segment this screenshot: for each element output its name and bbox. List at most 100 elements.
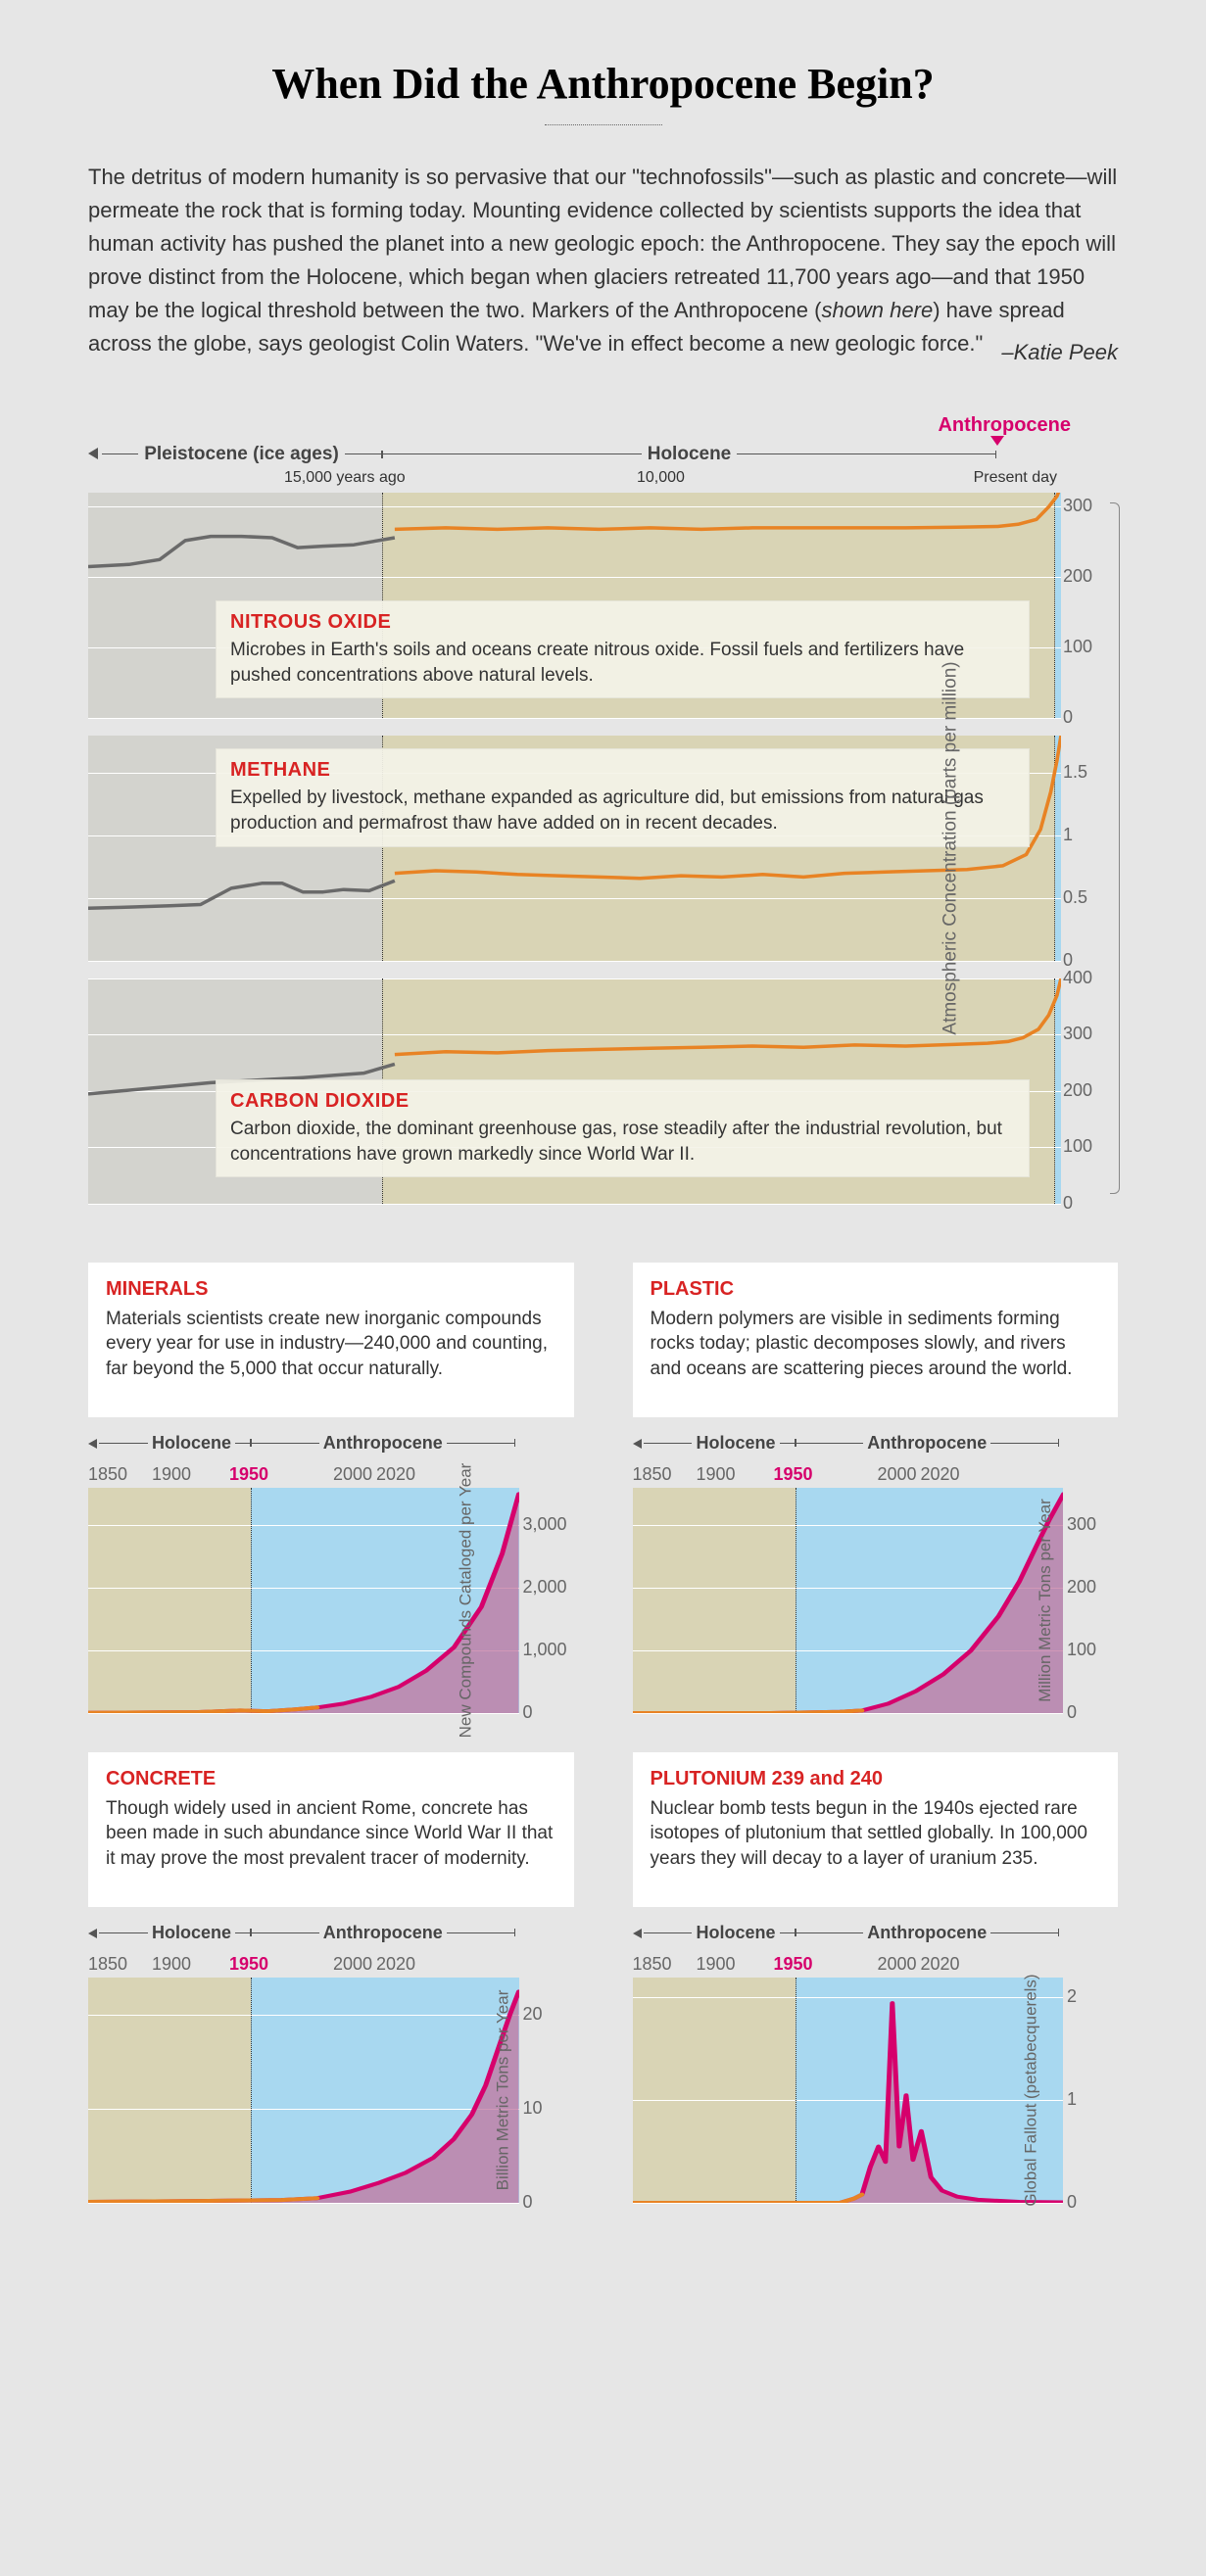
small-chart-plutonium: PLUTONIUM 239 and 240 Nuclear bomb tests…: [633, 1752, 1119, 2203]
x-tick: 1900: [697, 1464, 736, 1485]
y-axis-label: Billion Metric Tons per Year: [493, 1989, 512, 2190]
y-axis-label: Million Metric Tons per Year: [1036, 1499, 1055, 1702]
small-epoch-bar: Holocene Anthropocene: [633, 1433, 1119, 1462]
x-tick: 1850: [633, 1464, 672, 1485]
pleistocene-bar: Pleistocene (ice ages): [88, 444, 382, 465]
y-tick-label: 300: [1067, 1514, 1118, 1535]
small-plot: 01020 Billion Metric Tons per Year: [88, 1978, 574, 2203]
text-box: PLASTIC Modern polymers are visible in s…: [633, 1263, 1119, 1417]
x-tick: 2020: [376, 1464, 415, 1485]
chart-caption-co2: CARBON DIOXIDE Carbon dioxide, the domin…: [216, 1079, 1030, 1177]
chart-caption-ch4: METHANE Expelled by livestock, methane e…: [216, 748, 1030, 846]
y-tick-label: 0: [1063, 1193, 1118, 1214]
y-tick-label: 1,000: [523, 1640, 574, 1660]
card-title: PLASTIC: [651, 1278, 1101, 1301]
caption-title: METHANE: [230, 759, 1015, 782]
small-chart-concrete: CONCRETE Though widely used in ancient R…: [88, 1752, 574, 2203]
y-tick-label: 0: [523, 2192, 574, 2213]
x-tick: 1900: [697, 1954, 736, 1975]
x-tick: 2020: [921, 1954, 960, 1975]
anthropocene-label: Anthropocene: [863, 1923, 990, 1943]
small-plot: 0100200300 Million Metric Tons per Year: [633, 1488, 1119, 1713]
x-tick: 1900: [152, 1464, 191, 1485]
caption-body: Carbon dioxide, the dominant greenhouse …: [230, 1117, 1015, 1167]
text-box: MINERALS Materials scientists create new…: [88, 1263, 574, 1417]
top-x-ticks: 15,000 years ago 10,000 Present day: [88, 469, 1118, 493]
card-title: MINERALS: [106, 1278, 556, 1301]
x-tick: 1850: [88, 1954, 127, 1975]
card-body: Materials scientists create new inorgani…: [106, 1307, 556, 1382]
x-tick: 2000: [878, 1464, 917, 1485]
small-chart-plastic: PLASTIC Modern polymers are visible in s…: [633, 1263, 1119, 1713]
holocene-label: Holocene: [692, 1433, 779, 1454]
y-tick-label: 2: [1067, 1986, 1118, 2007]
card-body: Modern polymers are visible in sediments…: [651, 1307, 1101, 1382]
y-axis-bracket: [1110, 502, 1120, 1194]
title-divider: [545, 124, 662, 125]
x-tick-1950: 1950: [229, 1954, 268, 1975]
arrow-left-icon: [88, 444, 102, 465]
y-axis-label: Atmospheric Concentration (parts per mil…: [940, 661, 961, 1034]
big-chart-ch4: 00.511.5 METHANE Expelled by livestock, …: [88, 736, 1118, 961]
y-tick-label: 1: [1067, 2089, 1118, 2110]
x-tick: 2000: [333, 1464, 372, 1485]
anthropocene-label: Anthropocene: [863, 1433, 990, 1454]
pleistocene-label: Pleistocene (ice ages): [138, 444, 345, 465]
holocene-label: Holocene: [692, 1923, 779, 1943]
holocene-label: Holocene: [148, 1433, 235, 1454]
card-title: CONCRETE: [106, 1768, 556, 1790]
tick-present: Present day: [974, 469, 1057, 487]
holocene-label: Holocene: [642, 444, 738, 465]
small-chart-minerals: MINERALS Materials scientists create new…: [88, 1263, 574, 1713]
x-ticks: 1850 1900 1950 2000 2020: [88, 1954, 574, 1978]
card-body: Nuclear bomb tests begun in the 1940s ej…: [651, 1796, 1101, 1872]
small-plot: 01,0002,0003,000 New Compounds Cataloged…: [88, 1488, 574, 1713]
text-box: CONCRETE Though widely used in ancient R…: [88, 1752, 574, 1907]
x-tick-1950: 1950: [229, 1464, 268, 1485]
y-tick-label: 20: [523, 2004, 574, 2025]
x-tick-1950: 1950: [774, 1954, 813, 1975]
holocene-label: Holocene: [148, 1923, 235, 1943]
x-tick: 1900: [152, 1954, 191, 1975]
tick-10000: 10,000: [637, 469, 685, 487]
caption-body: Expelled by livestock, methane expanded …: [230, 786, 1015, 835]
y-tick-label: 3,000: [523, 1514, 574, 1535]
y-tick-label: 0: [523, 1702, 574, 1723]
x-tick: 1850: [88, 1464, 127, 1485]
anthropocene-label: Anthropocene: [938, 414, 1071, 437]
x-tick: 1850: [633, 1954, 672, 1975]
caption-title: CARBON DIOXIDE: [230, 1090, 1015, 1113]
caption-title: NITROUS OXIDE: [230, 611, 1015, 634]
y-axis-label: New Compounds Cataloged per Year: [456, 1462, 475, 1738]
big-chart-n2o: 0100200300 NITROUS OXIDE Microbes in Ear…: [88, 493, 1118, 718]
x-ticks: 1850 1900 1950 2000 2020: [88, 1464, 574, 1488]
small-charts-grid: MINERALS Materials scientists create new…: [88, 1263, 1118, 2203]
page-title: When Did the Anthropocene Begin?: [88, 59, 1118, 109]
x-tick-1950: 1950: [774, 1464, 813, 1485]
arrow-left-icon: [633, 1433, 644, 1454]
anthropocene-label: Anthropocene: [319, 1923, 447, 1943]
x-tick: 2020: [376, 1954, 415, 1975]
chart-caption-n2o: NITROUS OXIDE Microbes in Earth's soils …: [216, 600, 1030, 698]
y-tick-label: 0: [1067, 1702, 1118, 1723]
anthropocene-label: Anthropocene: [319, 1433, 447, 1454]
text-box: PLUTONIUM 239 and 240 Nuclear bomb tests…: [633, 1752, 1119, 1907]
small-epoch-bar: Holocene Anthropocene: [633, 1923, 1119, 1952]
small-epoch-bar: Holocene Anthropocene: [88, 1923, 574, 1952]
tick-15000: 15,000 years ago: [284, 469, 406, 487]
x-ticks: 1850 1900 1950 2000 2020: [633, 1954, 1119, 1978]
arrow-left-icon: [633, 1923, 644, 1943]
x-ticks: 1850 1900 1950 2000 2020: [633, 1464, 1119, 1488]
card-title: PLUTONIUM 239 and 240: [651, 1768, 1101, 1790]
caption-body: Microbes in Earth's soils and oceans cre…: [230, 638, 1015, 688]
y-tick-label: 0: [1067, 2192, 1118, 2213]
top-epoch-bar: Anthropocene Pleistocene (ice ages) Holo…: [88, 414, 1118, 465]
x-tick: 2000: [878, 1954, 917, 1975]
small-epoch-bar: Holocene Anthropocene: [88, 1433, 574, 1462]
arrow-left-icon: [88, 1923, 99, 1943]
x-tick: 2020: [921, 1464, 960, 1485]
big-charts-container: 0100200300 NITROUS OXIDE Microbes in Ear…: [88, 493, 1118, 1204]
small-plot: 012 Global Fallout (petabecquerels): [633, 1978, 1119, 2203]
y-tick-label: 200: [1067, 1577, 1118, 1598]
holocene-bar: Holocene: [382, 444, 996, 465]
